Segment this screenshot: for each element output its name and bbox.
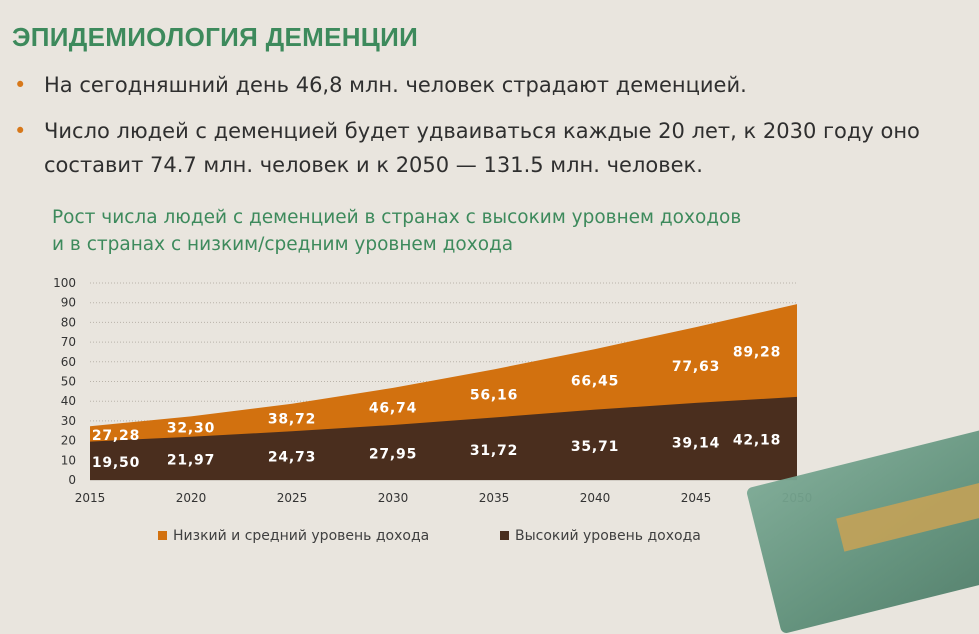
x-tick-label: 2030 [378, 491, 409, 505]
x-tick-label: 2025 [277, 491, 308, 505]
y-tick-label: 50 [61, 375, 76, 389]
x-tick-label: 2020 [176, 491, 207, 505]
bullet-text: На сегодняшний день 46,8 млн. человек ст… [44, 73, 747, 97]
legend-label-high: Высокий уровень дохода [515, 528, 701, 544]
y-tick-label: 40 [61, 394, 76, 408]
data-label-low-middle: 56,16 [470, 387, 518, 403]
data-label-high: 31,72 [470, 443, 518, 459]
series-area-high [90, 396, 797, 480]
page-title: ЭПИДЕМИОЛОГИЯ ДЕМЕНЦИИ [12, 22, 419, 52]
chart-title: Рост числа людей с деменцией в странах с… [52, 204, 832, 258]
bullet-dot-icon: • [14, 73, 27, 97]
y-tick-label: 90 [61, 296, 76, 310]
data-label-low-middle: 27,28 [92, 428, 140, 444]
bullet-item: • На сегодняшний день 46,8 млн. человек … [14, 68, 964, 102]
bullet-dot-icon: • [14, 119, 27, 143]
y-tick-label: 20 [61, 434, 76, 448]
data-label-low-middle: 38,72 [268, 412, 316, 428]
y-tick-label: 100 [53, 276, 76, 290]
x-tick-label: 2040 [580, 491, 611, 505]
y-tick-label: 0 [68, 473, 76, 487]
x-tick-label: 2015 [75, 491, 106, 505]
data-label-low-middle: 66,45 [571, 373, 619, 389]
data-label-low-middle: 89,28 [733, 345, 781, 361]
y-tick-label: 30 [61, 414, 76, 428]
y-tick-label: 70 [61, 335, 76, 349]
chart-title-line1: Рост числа людей с деменцией в странах с… [52, 207, 742, 228]
x-tick-label: 2045 [681, 491, 712, 505]
y-tick-label: 80 [61, 315, 76, 329]
x-tick-label: 2035 [479, 491, 510, 505]
bullet-item: • Число людей с деменцией будет удваиват… [14, 114, 964, 182]
data-label-high: 35,71 [571, 439, 619, 455]
data-label-high: 24,73 [268, 450, 316, 466]
legend-swatch-high [500, 531, 509, 540]
y-tick-label: 60 [61, 355, 76, 369]
data-label-high: 19,50 [92, 455, 140, 471]
bullet-text: Число людей с деменцией будет удваиватьс… [44, 119, 920, 177]
legend-swatch-low-middle [158, 531, 167, 540]
legend-item-low-middle: Низкий и средний уровень дохода [158, 528, 429, 544]
data-label-high: 42,18 [733, 432, 781, 448]
data-label-low-middle: 32,30 [167, 421, 215, 437]
data-label-high: 21,97 [167, 452, 215, 468]
data-label-low-middle: 46,74 [369, 400, 417, 416]
y-tick-label: 10 [61, 453, 76, 467]
chart-title-line2: и в странах с низким/средним уровнем дох… [52, 234, 514, 255]
legend-label-low-middle: Низкий и средний уровень дохода [173, 528, 430, 544]
data-label-low-middle: 77,63 [672, 359, 720, 375]
data-label-high: 27,95 [369, 446, 417, 462]
legend-item-high: Высокий уровень дохода [500, 528, 701, 544]
data-label-high: 39,14 [672, 435, 720, 451]
